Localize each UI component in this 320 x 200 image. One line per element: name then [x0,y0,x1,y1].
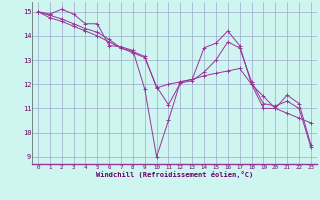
X-axis label: Windchill (Refroidissement éolien,°C): Windchill (Refroidissement éolien,°C) [96,171,253,178]
